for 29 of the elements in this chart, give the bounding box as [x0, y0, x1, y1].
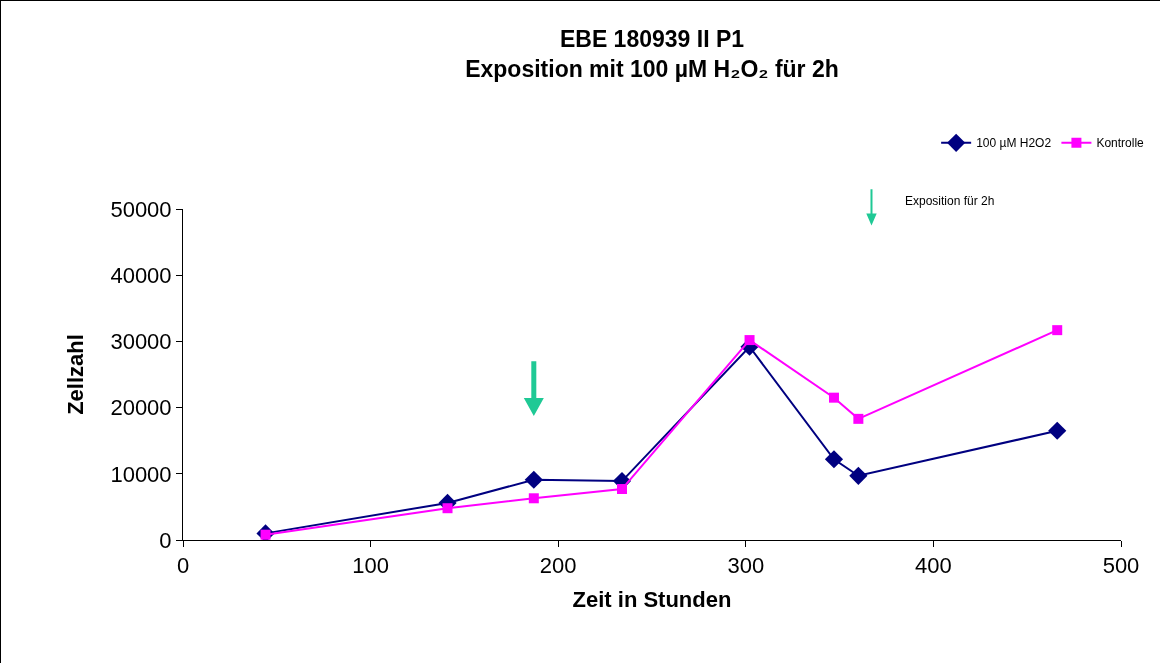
x-tick-label: 500 — [1102, 553, 1140, 579]
point — [849, 466, 868, 485]
x-tick-label: 300 — [727, 553, 765, 579]
x-axis-title: Zeit in Stunden — [572, 587, 732, 613]
y-tick-label: 20000 — [110, 395, 172, 421]
point — [1052, 325, 1063, 336]
point — [828, 392, 839, 403]
y-tick-label: 10000 — [110, 461, 172, 487]
legend-label: 100 µM H2O2 — [976, 136, 1052, 151]
point — [616, 484, 627, 495]
y-tick-label: 30000 — [110, 329, 172, 355]
y-axis-title: Zellzahl — [63, 334, 89, 415]
y-tick-label: 0 — [159, 527, 172, 553]
text: Exposition für 2h — [905, 194, 995, 208]
point — [524, 470, 543, 489]
y-tick-label: 50000 — [110, 196, 172, 222]
x-tick-label: 200 — [539, 553, 577, 579]
point — [824, 450, 844, 469]
legend-label: Kontrolle — [1096, 136, 1145, 151]
point — [442, 503, 453, 514]
y-tick-label: 40000 — [110, 262, 172, 288]
point — [744, 335, 755, 346]
point — [528, 493, 539, 504]
point — [853, 413, 864, 424]
x-tick-label: 100 — [352, 553, 389, 579]
x-tick-label: 0 — [176, 553, 190, 579]
x-tick-label: 400 — [915, 553, 952, 579]
chart-title: EBE 180939 II P1 Exposition mit 100 µM H₂O₂ für 2h — [465, 26, 839, 83]
point — [1048, 421, 1067, 440]
